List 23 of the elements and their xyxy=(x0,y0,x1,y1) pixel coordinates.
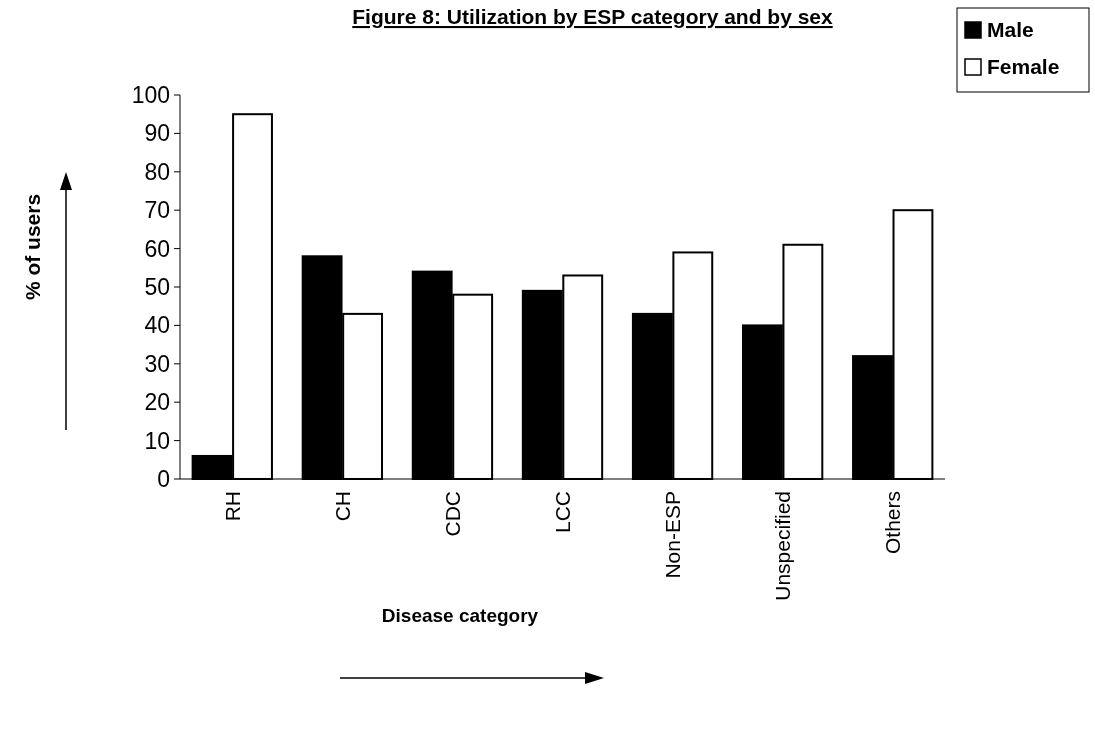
y-axis-title: % of users xyxy=(21,193,44,301)
chart-title: Figure 8: Utilization by ESP category and by sex xyxy=(352,5,834,28)
y-tick-label: 40 xyxy=(144,312,170,339)
x-axis-title: Disease category xyxy=(381,605,539,626)
y-tick-label: 30 xyxy=(144,350,170,377)
y-tick-label: 50 xyxy=(144,274,170,301)
y-tick-label: 70 xyxy=(144,197,170,224)
x-tick-label: CH xyxy=(330,491,354,522)
y-tick-label: 80 xyxy=(144,158,170,185)
y-tick-label: 100 xyxy=(131,82,170,109)
x-tick-label: Non-ESP xyxy=(660,491,684,579)
x-tick-label: RH xyxy=(220,491,244,522)
y-tick-label: 60 xyxy=(144,235,170,262)
y-tick-label: 90 xyxy=(144,120,170,147)
x-tick-label: LCC xyxy=(550,491,574,534)
y-tick-label: 20 xyxy=(144,389,170,416)
x-tick-label: Others xyxy=(881,491,905,555)
x-tick-label: CDC xyxy=(440,491,464,537)
x-tick-label: Unspecified xyxy=(770,491,794,601)
legend-label: Male xyxy=(987,18,1034,42)
legend-label: Female xyxy=(987,55,1060,79)
y-tick-label: 0 xyxy=(157,466,170,493)
y-tick-label: 10 xyxy=(144,427,170,454)
